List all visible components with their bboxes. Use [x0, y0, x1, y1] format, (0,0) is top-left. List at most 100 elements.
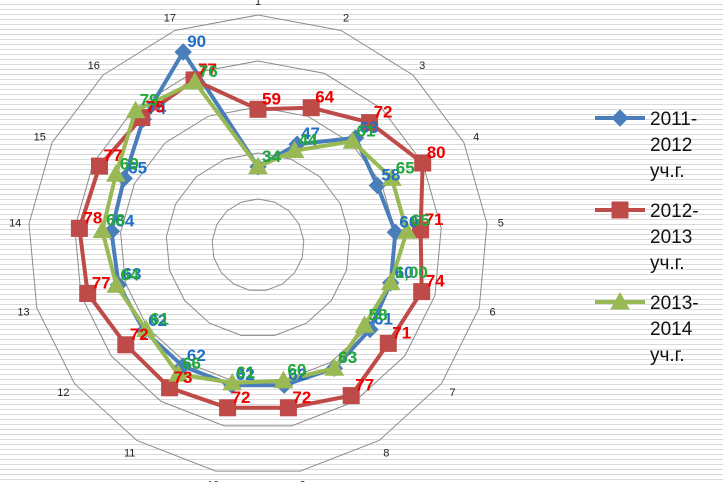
category-label: 9	[300, 480, 306, 482]
data-point	[284, 140, 305, 159]
data-label: 65	[396, 158, 415, 177]
data-point	[117, 336, 135, 354]
data-label: 64	[120, 265, 139, 284]
category-label: 7	[450, 387, 456, 399]
legend-label: 2013	[650, 227, 692, 248]
grid-ring	[28, 14, 488, 472]
data-label: 65	[411, 211, 430, 230]
data-label: 60	[395, 263, 414, 282]
data-label: 1,00	[395, 263, 428, 282]
data-point	[168, 364, 188, 382]
data-point	[219, 399, 237, 417]
series-line	[109, 50, 398, 388]
data-point	[91, 157, 108, 175]
category-label: 2	[343, 13, 349, 25]
data-label: 65	[128, 158, 147, 177]
data-point	[279, 399, 297, 417]
data-label: 61	[150, 310, 169, 329]
data-point	[361, 114, 379, 132]
data-label: 80	[427, 143, 446, 162]
data-label: 58	[381, 166, 400, 185]
data-label: 34	[262, 147, 281, 166]
legend-label: уч.г.	[650, 345, 685, 366]
data-label: 71	[392, 323, 411, 342]
data-label: 77	[198, 60, 217, 79]
category-label: 4	[473, 131, 479, 143]
data-point	[414, 154, 432, 172]
data-point	[368, 176, 387, 195]
data-label: 34	[262, 147, 281, 166]
data-label: 64	[115, 211, 134, 230]
data-label: 72	[130, 325, 149, 344]
category-label: 17	[164, 13, 176, 25]
category-label: 10	[207, 480, 219, 482]
data-label: 72	[374, 103, 393, 122]
data-label: 61	[357, 121, 376, 140]
legend: 2011- 2012 уч.г. 2012- 2013 уч.г. 2013- 2014 уч.…	[595, 109, 699, 366]
data-label: 71	[425, 210, 444, 229]
category-label: 5	[498, 218, 504, 230]
legend-label: 2012-	[650, 201, 699, 222]
data-label: 77	[92, 274, 111, 293]
data-label: 44	[299, 131, 318, 150]
data-point	[381, 168, 402, 186]
data-point	[125, 100, 146, 119]
grid-ring	[74, 60, 442, 427]
data-point	[413, 283, 431, 301]
data-label: 68	[106, 211, 125, 230]
category-label: 11	[124, 447, 135, 459]
data-label: 63	[123, 265, 142, 284]
series-lines	[70, 43, 432, 417]
data-point	[324, 358, 345, 376]
data-label: 74	[426, 272, 445, 291]
data-point	[222, 372, 243, 391]
data-label: 63	[338, 348, 357, 367]
data-label: 66	[182, 354, 201, 373]
data-point	[174, 43, 192, 61]
data-point	[106, 275, 127, 293]
series-line	[100, 80, 409, 385]
data-label: 63	[338, 348, 357, 367]
category-label: 14	[9, 218, 21, 230]
data-label: 77	[104, 146, 123, 165]
data-label: 64	[315, 88, 334, 107]
data-label: 90	[187, 32, 206, 51]
data-point	[302, 99, 320, 117]
data-label: 69	[120, 154, 139, 173]
data-point	[79, 285, 97, 302]
data-point	[136, 319, 156, 337]
category-label: 13	[17, 307, 29, 319]
legend-label: 2012	[650, 135, 692, 156]
data-label: 72	[232, 388, 251, 407]
grid-ring	[165, 152, 351, 336]
data-label: 79	[140, 91, 159, 110]
legend-label: 2013-	[650, 293, 699, 314]
data-label: 74	[147, 99, 166, 118]
category-label: 1	[255, 0, 261, 8]
data-label: 62	[288, 365, 307, 384]
data-point	[92, 220, 113, 239]
data-label: 77	[355, 376, 374, 395]
data-label: 61	[374, 310, 393, 329]
data-point	[70, 219, 88, 237]
data-point	[273, 370, 294, 389]
data-point	[354, 315, 375, 333]
data-point	[610, 291, 630, 310]
data-label: 59	[262, 89, 281, 108]
data-point	[248, 156, 268, 175]
data-label: 78	[83, 208, 102, 227]
category-label: 3	[419, 60, 425, 72]
data-label: 62	[236, 365, 255, 384]
data-label: 75	[146, 98, 165, 117]
data-label: 72	[292, 388, 311, 407]
data-label: 60	[399, 212, 418, 231]
data-point	[611, 201, 629, 219]
data-label: 47	[301, 124, 320, 143]
data-label: 60	[287, 361, 306, 380]
data-label: 62	[187, 346, 206, 365]
data-point	[185, 71, 205, 90]
legend-label: уч.г.	[650, 161, 685, 182]
data-label: 62	[148, 311, 167, 330]
